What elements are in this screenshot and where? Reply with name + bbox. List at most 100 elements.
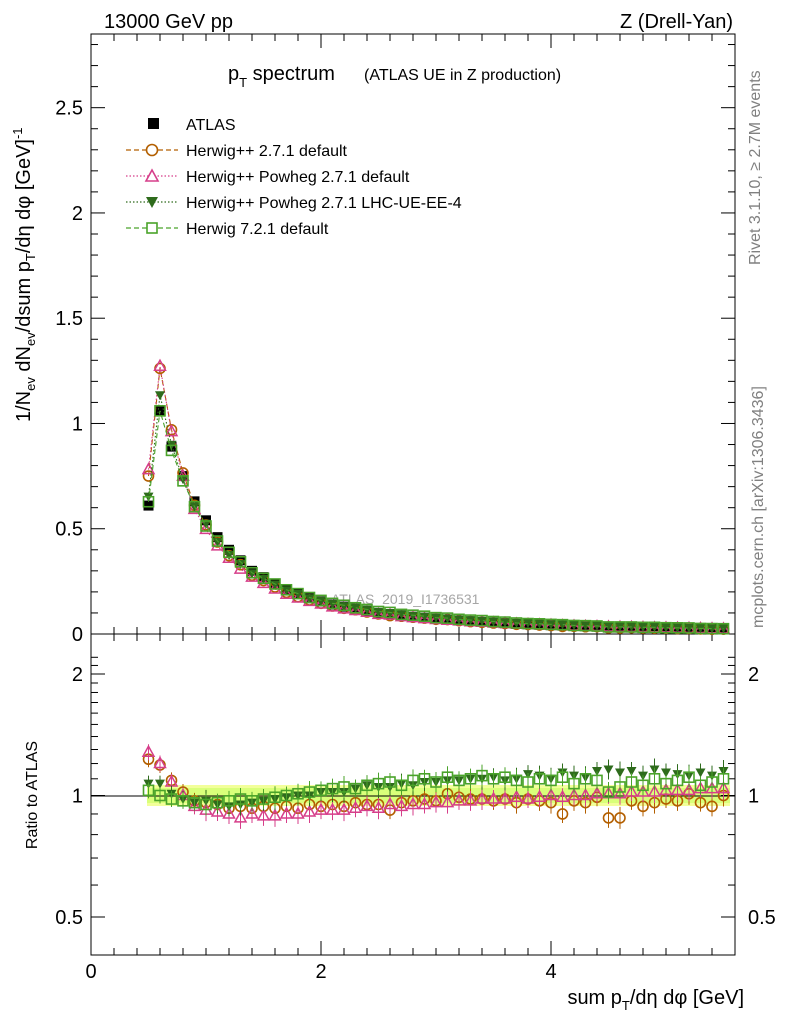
legend-label-herwig-default: Herwig++ 2.7.1 default: [186, 143, 348, 160]
point-herwig-powheg-2-7-1-lhc-ue-ee-4: [557, 620, 568, 630]
legend: ATLAS Herwig++ 2.7.1 default Herwig++ Po…: [126, 117, 462, 238]
legend-marker-herwig7: [146, 222, 158, 234]
ratio-point-herwig-7-2-1-default: [142, 784, 155, 797]
ratio-point-herwig-7-2-1-default: [418, 772, 431, 785]
point-herwig-powheg-2-7-1-lhc-ue-ee-4: [419, 612, 430, 622]
point-herwig-7-2-1-default: [430, 611, 442, 624]
ratio-point-herwig-powheg-2-7-1-lhc-ue-ee-4: [695, 768, 706, 778]
ratio-point-herwig-7-2-1-default: [188, 796, 201, 809]
point-herwig-powheg-2-7-1-default: [233, 561, 248, 574]
ratio-point-herwig-powheg-2-7-1-default: [555, 789, 570, 803]
point-herwig-7-2-1-default: [384, 606, 396, 619]
ratio-point-herwig-powheg-2-7-1-default: [222, 806, 236, 819]
point-herwig-7-2-1-default: [361, 603, 373, 616]
ratio-point-herwig-powheg-2-7-1-default: [141, 744, 156, 757]
point-herwig-7-2-1-default: [142, 495, 155, 508]
ratio-point-herwig-powheg-2-7-1-default: [245, 806, 259, 819]
ratio-point-herwig-powheg-2-7-1-default: [532, 789, 547, 803]
point-herwig-7-2-1-default: [246, 566, 258, 579]
point-herwig-7-2-1-default: [556, 618, 569, 631]
ratio-point-herwig-powheg-2-7-1-default: [578, 787, 593, 801]
point-herwig-powheg-2-7-1-lhc-ue-ee-4: [212, 538, 223, 547]
ratio-point-herwig-7-2-1-default: [499, 771, 511, 784]
ratio-point-herwig-2-7-1-default: [706, 800, 718, 813]
point-herwig-powheg-2-7-1-default: [199, 521, 213, 535]
legend-label-herwig7: Herwig 7.2.1 default: [186, 221, 329, 238]
ratio-point-herwig-7-2-1-default: [533, 772, 546, 785]
legend-label-powheg-ue: Herwig++ Powheg 2.7.1 LHC-UE-EE-4: [186, 195, 462, 212]
point-herwig-7-2-1-default: [591, 620, 603, 632]
legend-entry-herwig7: Herwig 7.2.1 default: [126, 221, 329, 238]
title-rest: spectrum: [247, 63, 335, 85]
ratio-point-herwig-7-2-1-default: [223, 795, 235, 807]
point-herwig-7-2-1-default: [579, 619, 592, 632]
ratio-point-herwig-powheg-2-7-1-lhc-ue-ee-4: [603, 765, 614, 775]
point-herwig-powheg-2-7-1-default: [348, 602, 363, 616]
ratio-point-herwig-7-2-1-default: [200, 798, 212, 811]
ratio-point-herwig-powheg-2-7-1-lhc-ue-ee-4: [626, 767, 637, 777]
ratio-point-herwig-powheg-2-7-1-default: [429, 795, 443, 808]
ratio-point-herwig-7-2-1-default: [487, 772, 500, 785]
point-herwig-powheg-2-7-1-default: [268, 581, 282, 594]
ratio-point-herwig-7-2-1-default: [717, 772, 730, 785]
point-herwig-7-2-1-default: [464, 614, 477, 626]
ratio-point-herwig-powheg-2-7-1-default: [291, 806, 305, 819]
ratio-point-herwig-7-2-1-default: [614, 781, 626, 793]
ratio-point-herwig-powheg-2-7-1-default: [670, 782, 685, 796]
point-herwig-powheg-2-7-1-lhc-ue-ee-4: [155, 391, 165, 401]
ratio-tick-label-right: 0.5: [748, 907, 776, 929]
header-left: 13000 GeV pp: [104, 11, 233, 33]
ratio-point-herwig-7-2-1-default: [165, 793, 178, 805]
point-herwig-7-2-1-default: [211, 535, 224, 547]
ratio-point-herwig-powheg-2-7-1-default: [452, 793, 466, 806]
point-herwig-7-2-1-default: [522, 617, 534, 630]
ratio-point-herwig-7-2-1-default: [257, 793, 270, 805]
ratio-point-herwig-7-2-1-default: [246, 795, 258, 807]
point-herwig-powheg-2-7-1-lhc-ue-ee-4: [580, 621, 591, 631]
point-herwig-7-2-1-default: [683, 622, 695, 634]
ratio-point-herwig-powheg-2-7-1-default: [153, 755, 167, 769]
ratio-point-herwig-7-2-1-default: [326, 782, 339, 795]
ratio-point-herwig-7-2-1-default: [660, 777, 672, 790]
point-herwig-7-2-1-default: [533, 618, 546, 630]
point-herwig-powheg-2-7-1-lhc-ue-ee-4: [235, 560, 246, 569]
ratio-point-herwig-7-2-1-default: [464, 772, 477, 785]
ratio-point-herwig-powheg-2-7-1-default: [371, 800, 386, 813]
point-herwig-powheg-2-7-1-default: [360, 604, 374, 617]
point-herwig-7-2-1-default: [407, 609, 419, 621]
ratio-point-herwig-powheg-2-7-1-default: [682, 782, 696, 796]
point-herwig-powheg-2-7-1-lhc-ue-ee-4: [442, 614, 453, 624]
point-herwig-7-2-1-default: [188, 500, 201, 513]
ratio-point-herwig-powheg-2-7-1-default: [279, 806, 294, 819]
ratio-point-herwig-7-2-1-default: [683, 771, 695, 784]
axis-ticks: 0 2 4 0 0.5 1 1.5 2 2.5 0.5 0.5 1 1 2 2: [55, 34, 776, 983]
point-herwig-7-2-1-default: [338, 599, 350, 612]
legend-entry-herwig-default: Herwig++ 2.7.1 default: [126, 143, 348, 160]
ratio-point-herwig-7-2-1-default: [315, 784, 327, 797]
ratio-point-herwig-7-2-1-default: [338, 781, 350, 793]
ratio-point-herwig-powheg-2-7-1-default: [417, 796, 432, 810]
point-herwig-7-2-1-default: [441, 612, 454, 624]
ratio-point-herwig-powheg-2-7-1-default: [406, 796, 420, 810]
ratio-point-herwig-7-2-1-default: [545, 774, 557, 787]
point-herwig-powheg-2-7-1-lhc-ue-ee-4: [603, 621, 614, 631]
ratio-tick-label: 2: [72, 664, 83, 686]
point-herwig-powheg-2-7-1-lhc-ue-ee-4: [350, 603, 361, 613]
point-herwig-7-2-1-default: [154, 405, 166, 417]
ratio-point-herwig-powheg-2-7-1-default: [302, 804, 317, 817]
ratio-point-herwig-powheg-2-7-1-default: [210, 804, 225, 817]
ratio-point-herwig-powheg-2-7-1-lhc-ue-ee-4: [155, 779, 165, 789]
plot-title: pT spectrum: [228, 63, 335, 90]
point-herwig-7-2-1-default: [568, 619, 580, 632]
ratio-point-herwig-powheg-2-7-1-default: [509, 789, 524, 803]
point-herwig-7-2-1-default: [234, 555, 247, 568]
point-herwig-powheg-2-7-1-lhc-ue-ee-4: [247, 569, 257, 579]
ratio-point-herwig-7-2-1-default: [395, 779, 408, 792]
ratio-point-herwig-7-2-1-default: [579, 772, 592, 785]
ratio-point-herwig-powheg-2-7-1-default: [394, 798, 409, 812]
ratio-point-herwig-7-2-1-default: [694, 779, 707, 792]
main-series: [141, 358, 731, 636]
y-axis-label: 1/Nev dNev/dsum pT/dη dφ [GeV]-1: [10, 127, 38, 422]
ratio-point-herwig-7-2-1-default: [510, 774, 523, 787]
